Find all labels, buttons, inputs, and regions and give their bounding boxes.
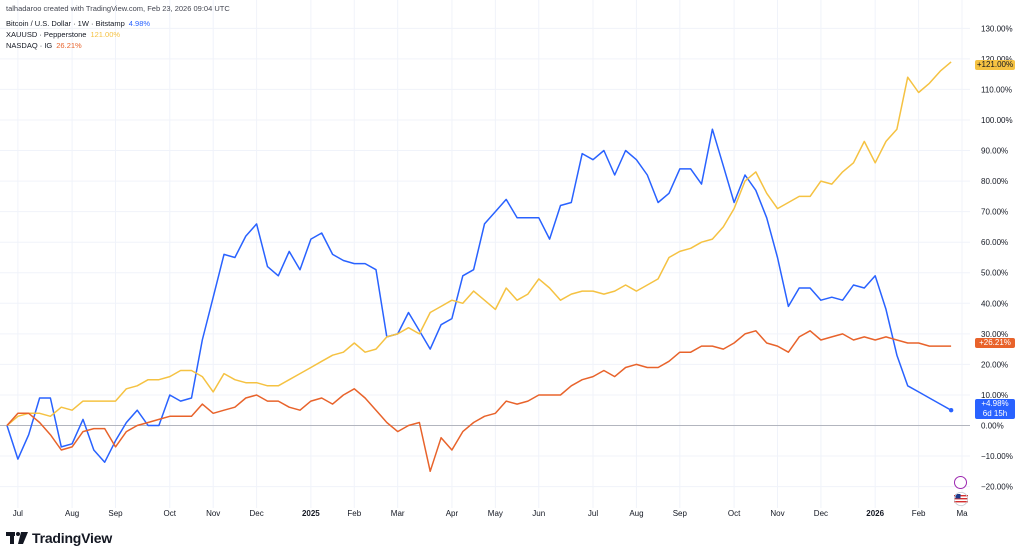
series-last-point (948, 408, 954, 413)
x-tick-label: Sep (108, 509, 123, 518)
legend-nasdaq-label: NASDAQ · IG (6, 41, 53, 50)
y-tick-label: 70.00% (981, 208, 1008, 217)
x-tick-label: Aug (65, 509, 79, 518)
x-tick-label: Jun (532, 509, 545, 518)
legend-nasdaq[interactable]: NASDAQ · IG 26.21% (6, 41, 82, 50)
y-tick-label: 110.00% (981, 85, 1012, 94)
series-line-xauusd[interactable] (6, 61, 952, 427)
brand-name: TradingView (32, 530, 113, 546)
legend-bitcoin-label: Bitcoin / U.S. Dollar · 1W · Bitstamp (6, 19, 125, 28)
y-tick-label: 10.00% (981, 391, 1008, 400)
y-tick-label: −10.00% (981, 452, 1013, 461)
legend-xauusd-label: XAUUSD · Pepperstone (6, 30, 87, 39)
x-tick-label: Feb (347, 509, 361, 518)
legend-bitcoin[interactable]: Bitcoin / U.S. Dollar · 1W · Bitstamp 4.9… (6, 19, 150, 28)
x-axis: Jul Aug Sep Oct Nov Dec 2025 Feb Mar Apr May Jun Jul… (13, 509, 968, 518)
y-tick-label: −20.00% (981, 483, 1013, 492)
us-flag-icon[interactable] (954, 492, 968, 506)
y-axis: −20.00% −10.00% 0.00% 10.00% 20.00% 30.00% 40.… (981, 24, 1013, 491)
y-tick-label: 130.00% (981, 24, 1013, 33)
y-tick-label: 80.00% (981, 177, 1008, 186)
y-tick-label: 120.00% (981, 55, 1013, 64)
legend-bitcoin-value: 4.98% (128, 19, 151, 28)
x-tick-label: Nov (206, 509, 220, 518)
x-tick-label: Dec (814, 509, 828, 518)
y-tick-label: 20.00% (981, 360, 1008, 369)
y-tick-label: 0.00% (981, 422, 1004, 431)
x-tick-label: Aug (629, 509, 643, 518)
indicator-icon[interactable] (954, 476, 967, 489)
y-tick-label: 30.00% (981, 330, 1008, 339)
x-tick-label: Dec (249, 509, 263, 518)
x-tick-label: Sep (673, 509, 688, 518)
y-tick-label: 50.00% (981, 269, 1008, 278)
x-tick-label: 2026 (866, 509, 884, 518)
bitcoin-last-value-badge: +4.98% 6d 15h (975, 399, 1015, 419)
y-tick-label: 90.00% (981, 147, 1008, 156)
x-tick-label: Oct (728, 509, 741, 518)
legend-nasdaq-value: 26.21% (56, 41, 82, 50)
us-flag-graphic (954, 492, 968, 506)
x-tick-label: Ma (956, 509, 968, 518)
x-tick-label: Jul (13, 509, 23, 518)
x-tick-label: Apr (446, 509, 459, 518)
grid (0, 0, 970, 508)
y-tick-label: 100.00% (981, 116, 1013, 125)
bar-countdown: 6d 15h (982, 409, 1008, 418)
xauusd-last-value-badge: +121.00% (975, 60, 1015, 70)
x-tick-label: Mar (391, 509, 405, 518)
x-tick-label: Jul (588, 509, 598, 518)
chart-byline: talhadaroo created with TradingView.com,… (6, 4, 230, 13)
x-tick-label: May (488, 509, 503, 518)
legend-xauusd[interactable]: XAUUSD · Pepperstone 121.00% (6, 30, 120, 39)
series-line-bitcoin[interactable] (6, 128, 952, 463)
series-line-nasdaq[interactable] (6, 330, 952, 473)
legend-xauusd-value: 121.00% (90, 30, 121, 39)
series-lines (6, 61, 954, 473)
y-tick-label: 60.00% (981, 238, 1008, 247)
tradingview-logo-icon (6, 532, 28, 544)
brand[interactable]: TradingView (6, 530, 112, 546)
x-tick-label: 2025 (302, 509, 320, 518)
x-tick-label: Oct (164, 509, 177, 518)
y-tick-label: 40.00% (981, 299, 1008, 308)
nasdaq-last-value-badge: +26.21% (975, 338, 1015, 348)
x-tick-label: Feb (912, 509, 926, 518)
x-tick-label: Nov (770, 509, 784, 518)
bitcoin-last-value: +4.98% (981, 399, 1009, 408)
